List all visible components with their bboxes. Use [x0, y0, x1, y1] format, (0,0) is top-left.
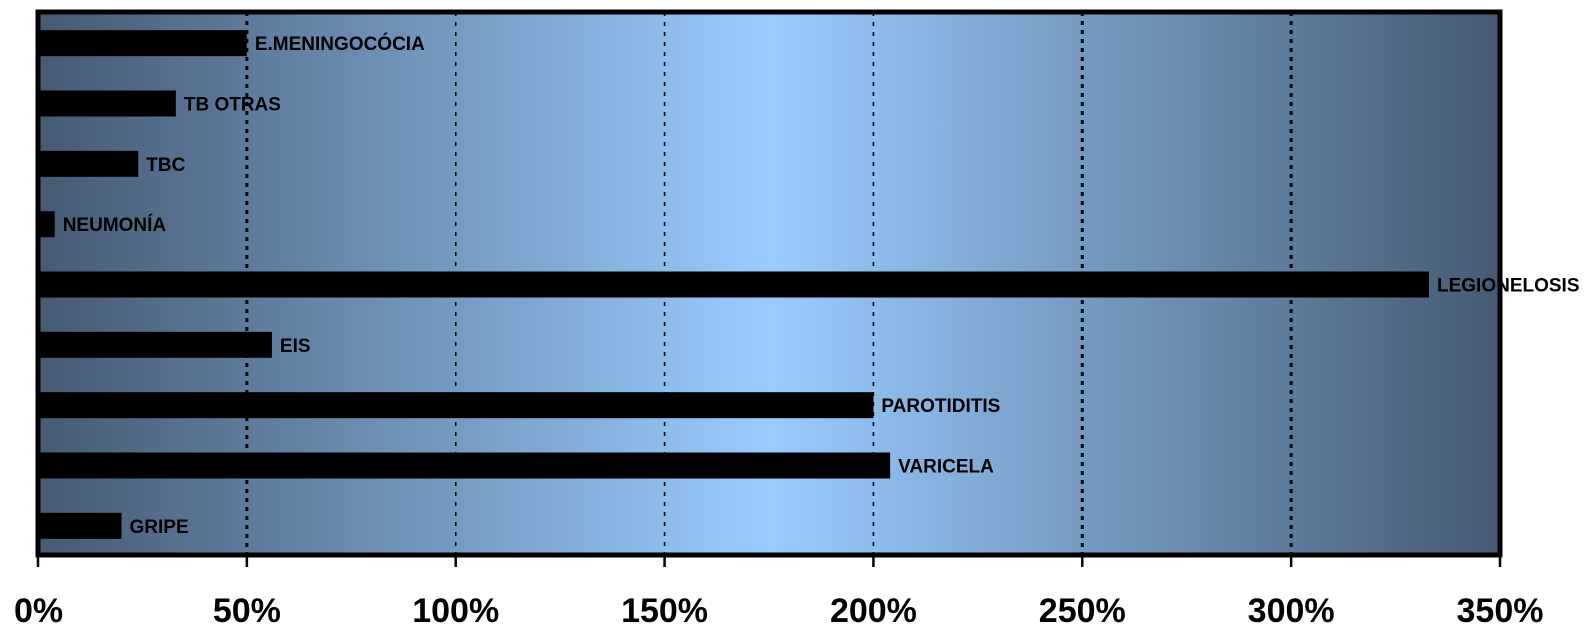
- bar: [38, 271, 1429, 298]
- bar-data-label: LEGIONELOSIS: [1437, 276, 1580, 297]
- bar: [38, 512, 122, 539]
- bar-data-label: NEUMONÍA: [63, 214, 167, 236]
- bar: [38, 331, 272, 358]
- bar: [38, 392, 874, 419]
- bar: [38, 90, 176, 117]
- bar-data-label: PAROTIDITIS: [881, 396, 1000, 417]
- bar-labels: E.MENINGOCÓCIA TB OTRAS TBC NEUMONÍA LEGIONE…: [63, 33, 1580, 538]
- x-tick-label: 50%: [213, 592, 281, 630]
- x-tick-label: 150%: [621, 592, 708, 630]
- bar-data-label: TBC: [146, 155, 185, 176]
- bar: [38, 211, 55, 238]
- bar-data-label: E.MENINGOCÓCIA: [255, 33, 425, 55]
- bar-data-label: VARICELA: [898, 457, 994, 478]
- bars: [38, 30, 1429, 539]
- x-tick-label: 350%: [1457, 592, 1544, 630]
- x-axis: 0% 50% 100% 150% 200% 250% 300% 350%: [14, 555, 1543, 630]
- bar-data-label: EIS: [280, 336, 311, 357]
- bar: [38, 150, 139, 177]
- plot-frame: [35, 9, 1503, 558]
- bar-data-label: GRIPE: [130, 517, 189, 538]
- bar-data-label: TB OTRAS: [184, 95, 281, 116]
- bar: [38, 30, 247, 57]
- x-tick-label: 200%: [830, 592, 917, 630]
- x-tick-label: 300%: [1248, 592, 1335, 630]
- x-tick-label: 0%: [14, 592, 63, 630]
- bar: [38, 452, 891, 479]
- x-tick-label: 100%: [412, 592, 499, 630]
- x-tick-label: 250%: [1039, 592, 1126, 630]
